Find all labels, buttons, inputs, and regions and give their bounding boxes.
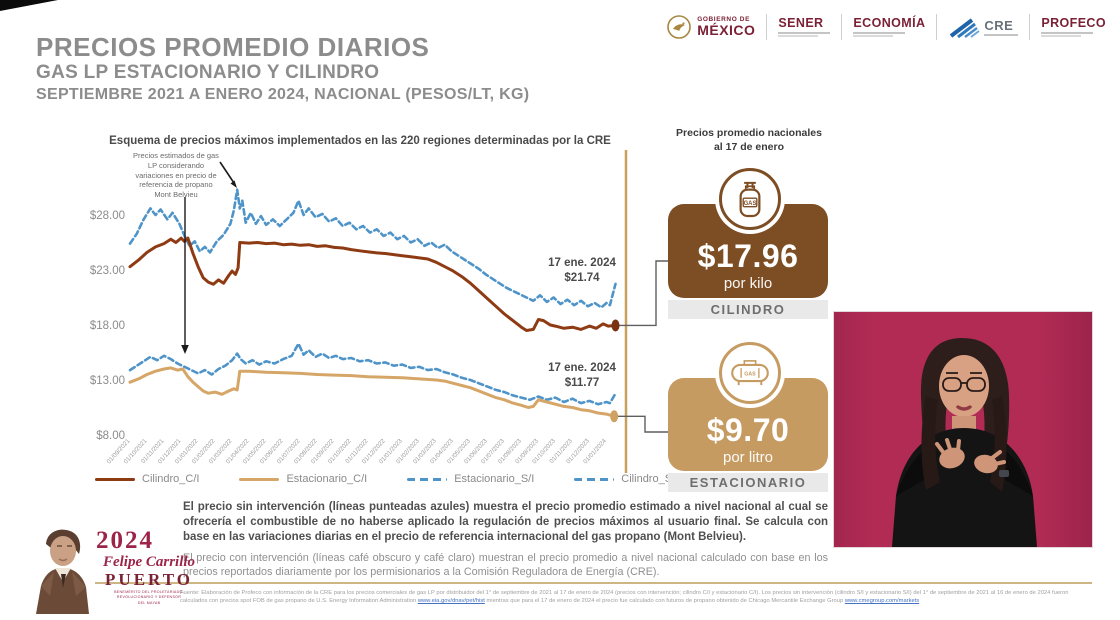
estacionario-label-bar: ESTACIONARIO <box>668 473 828 492</box>
corner-artifact <box>0 0 58 11</box>
gas-cylinder-icon: GAS <box>719 168 781 230</box>
cilindro-price: $17.96 <box>697 238 799 274</box>
callout-header-line1: Precios promedio nacionales <box>676 127 822 139</box>
gobierno-de-mexico-logo: GOBIERNO DE MÉXICO <box>666 14 755 40</box>
estacionario-price-card: $9.70 por litro <box>668 378 828 471</box>
note-con-intervencion: El precio con intervención (líneas café … <box>183 552 828 579</box>
cre-logo: CRE <box>948 16 1019 38</box>
series-estacionario-s-i <box>128 342 617 406</box>
source-footnote: Fuente: Elaboración de Profeco con infor… <box>180 589 1085 606</box>
svg-text:GAS: GAS <box>744 201 757 207</box>
callout-header: Precios promedio nacionales al 17 de ene… <box>655 126 843 154</box>
svg-text:$8.00: $8.00 <box>96 430 125 442</box>
sign-language-interpreter-figure <box>834 312 1092 547</box>
legend-item-cilindro-s-i: Cilindro_S/I <box>574 473 678 485</box>
footer-divider <box>95 582 1092 584</box>
mexico-label: MÉXICO <box>697 22 756 39</box>
sener-caption-bar <box>778 31 831 34</box>
series-estacionario-c-i <box>128 366 616 418</box>
svg-text:17 ene. 2024: 17 ene. 2024 <box>548 362 616 374</box>
cre-caption-bar <box>984 33 1019 36</box>
gobierno-de-label: GOBIERNO DE <box>697 15 751 23</box>
svg-text:$18.00: $18.00 <box>90 320 125 332</box>
logo-separator <box>841 14 843 40</box>
svg-text:GAS: GAS <box>744 371 756 377</box>
legend-item-cilindro-c-i: Cilindro_C/I <box>95 473 199 485</box>
profeco-caption-bar <box>1041 31 1094 34</box>
sign-language-interpreter-video <box>833 311 1093 548</box>
mexico-eagle-seal-icon <box>667 15 691 39</box>
legend-label: Estacionario_C/I <box>286 473 368 485</box>
legend-item-estacionario-c-i: Estacionario_C/I <box>239 473 367 485</box>
stationary-tank-icon: GAS <box>719 342 781 404</box>
emblem-surname: PUERTO <box>105 570 193 589</box>
legend-item-estacionario-s-i: Estacionario_S/I <box>407 473 534 485</box>
cme-link[interactable]: www.cmegroup.com/markets <box>844 598 920 605</box>
sener-caption-bar2 <box>778 34 819 37</box>
cre-triangle-icon <box>950 18 980 38</box>
legend-swatch <box>574 477 615 481</box>
source-text: mientras que para el 17 de enero de 2024… <box>484 598 845 605</box>
chart-legend: Cilindro_C/I Estacionario_C/I Estacionario… <box>95 473 678 485</box>
economia-caption-bar <box>853 31 906 34</box>
svg-text:$11.77: $11.77 <box>565 377 600 389</box>
profeco-logo: PROFECO <box>1041 17 1106 37</box>
felipe-carrillo-puerto-portrait <box>26 524 98 619</box>
svg-text:$23.00: $23.00 <box>90 265 125 277</box>
price-line-chart: $28.00$23.00$18.00$13.00$8.0001/09/20210… <box>90 150 668 473</box>
economia-logo: ECONOMÍA <box>853 17 925 37</box>
eia-link[interactable]: www.eia.gov/dnav/pet/hist <box>417 598 485 605</box>
economia-caption-bar2 <box>853 34 894 37</box>
logo-separator <box>1029 14 1031 40</box>
chart-title: Esquema de precios máximos implementados… <box>109 135 611 147</box>
page-subtitle: GAS LP ESTACIONARIO Y CILINDRO <box>36 62 380 83</box>
cilindro-unit: por kilo <box>723 275 773 292</box>
cilindro-label-bar: CILINDRO <box>668 300 828 319</box>
series-cilindro-c-i <box>128 236 617 332</box>
note-sin-intervencion: El precio sin intervención (líneas punte… <box>183 501 828 544</box>
emblem-name: Felipe Carrillo <box>102 554 196 570</box>
logo-separator <box>766 14 768 40</box>
series-cilindro-s-i <box>128 188 617 309</box>
profeco-caption-bar2 <box>1041 34 1082 37</box>
legend-label: Estacionario_S/I <box>454 473 535 485</box>
legend-label: Cilindro_C/I <box>142 473 200 485</box>
page-title: PRECIOS PROMEDIO DIARIOS <box>36 32 430 62</box>
legend-label: Cilindro_S/I <box>621 473 679 485</box>
callout-header-line2: al 17 de enero <box>713 141 785 154</box>
svg-text:$21.74: $21.74 <box>564 272 600 284</box>
chart-annotation-note: Precios estimados de gas LP considerando… <box>133 151 219 199</box>
emblem-year: 2024 <box>96 527 154 554</box>
estacionario-unit: por litro <box>722 449 774 466</box>
source-text: Fuente: Elaboración de Profeco con infor… <box>180 590 1069 605</box>
svg-text:$13.00: $13.00 <box>90 375 125 387</box>
emblem-caption: BENEMÉRITO DEL PROLETARIADO, REVOLUCIONA… <box>114 590 184 605</box>
government-logos: GOBIERNO DE MÉXICO SENER ECONOMÍA C <box>666 10 1106 44</box>
legend-swatch <box>95 477 135 481</box>
legend-swatch <box>407 477 448 481</box>
sener-logo: SENER <box>778 17 831 37</box>
estacionario-price: $9.70 <box>706 412 790 448</box>
page-subtitle-period: SEPTIEMBRE 2021 A ENERO 2024, NACIONAL (… <box>36 86 530 103</box>
logo-separator <box>936 14 938 40</box>
svg-text:17 ene. 2024: 17 ene. 2024 <box>548 257 616 269</box>
legend-swatch <box>239 477 280 481</box>
svg-text:$28.00: $28.00 <box>90 210 125 222</box>
